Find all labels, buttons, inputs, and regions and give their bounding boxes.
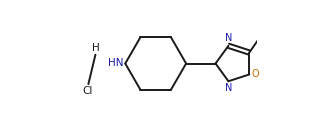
- Text: H: H: [92, 43, 100, 53]
- Text: N: N: [225, 83, 232, 93]
- Text: Cl: Cl: [83, 86, 93, 96]
- Text: HN: HN: [108, 59, 124, 68]
- Text: N: N: [225, 33, 232, 43]
- Text: O: O: [252, 69, 260, 80]
